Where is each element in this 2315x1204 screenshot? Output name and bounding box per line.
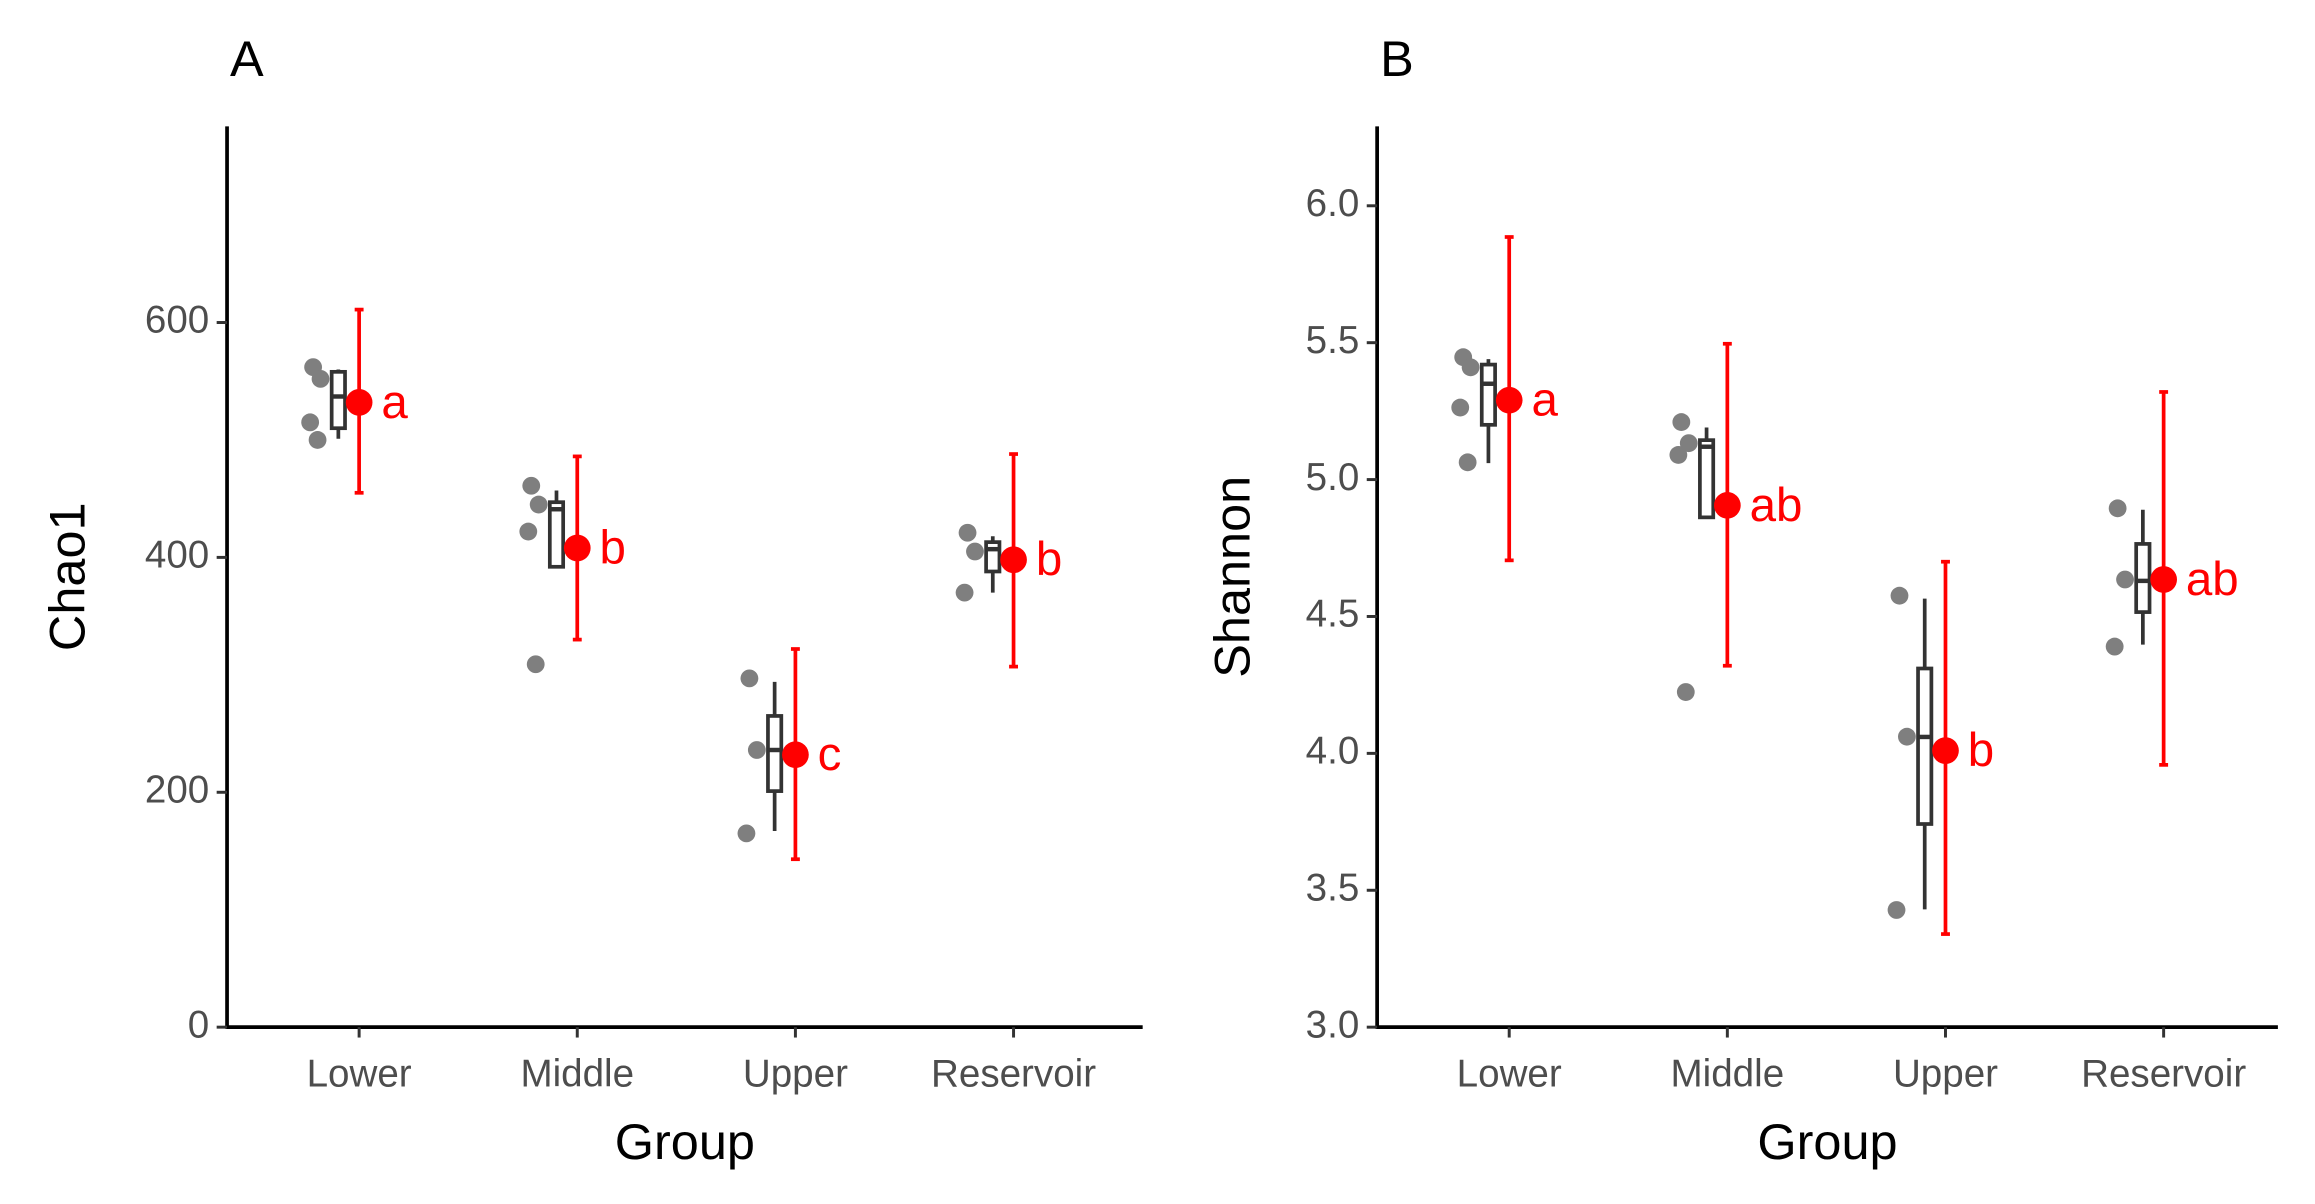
mean-point bbox=[2150, 566, 2177, 593]
group-letter: a bbox=[1531, 374, 1558, 427]
y-tick-label: 4.5 bbox=[1306, 593, 1360, 636]
data-point bbox=[966, 542, 984, 561]
mean-point bbox=[1932, 737, 1959, 764]
x-axis-title: Group bbox=[1757, 1113, 1897, 1170]
data-point bbox=[740, 669, 759, 688]
group-letter: ab bbox=[1750, 479, 1803, 532]
data-point bbox=[1890, 586, 1909, 605]
data-point bbox=[1887, 901, 1906, 919]
x-tick-label: Middle bbox=[520, 1052, 634, 1095]
mean-point bbox=[1000, 546, 1027, 574]
data-point bbox=[301, 413, 320, 432]
data-point bbox=[2105, 637, 2124, 656]
data-point bbox=[955, 583, 974, 602]
data-point bbox=[308, 431, 327, 449]
data-point bbox=[522, 476, 541, 495]
data-point bbox=[1676, 683, 1695, 701]
box bbox=[329, 369, 347, 431]
y-tick-label: 5.5 bbox=[1306, 319, 1360, 362]
box bbox=[984, 540, 1002, 574]
box bbox=[2134, 542, 2152, 614]
data-point bbox=[311, 369, 330, 388]
data-point bbox=[1458, 453, 1477, 472]
data-point bbox=[1672, 413, 1691, 431]
mean-point bbox=[782, 741, 809, 769]
group-letter: b bbox=[1036, 533, 1062, 586]
box bbox=[1698, 438, 1716, 520]
panel-label: B bbox=[1380, 30, 1414, 87]
y-tick-label: 200 bbox=[145, 768, 209, 811]
y-tick-label: 0 bbox=[188, 1003, 209, 1046]
data-point bbox=[747, 741, 766, 759]
data-point bbox=[1451, 398, 1470, 417]
data-point bbox=[1898, 727, 1916, 746]
y-tick-label: 600 bbox=[145, 299, 209, 342]
y-axis-title: Shannon bbox=[1203, 476, 1260, 678]
y-tick-label: 6.0 bbox=[1306, 182, 1360, 225]
data-point bbox=[737, 824, 756, 843]
x-tick-label: Middle bbox=[1671, 1052, 1785, 1095]
mean-point bbox=[563, 534, 591, 562]
group-letter: c bbox=[818, 728, 842, 781]
y-axis-title: Chao1 bbox=[39, 502, 96, 651]
mean-point bbox=[1713, 491, 1741, 519]
box bbox=[1479, 362, 1497, 427]
data-point bbox=[1461, 358, 1480, 377]
panel-label: A bbox=[230, 30, 264, 87]
x-tick-label: Reservoir bbox=[931, 1052, 1096, 1095]
group-letter: a bbox=[381, 376, 408, 429]
y-tick-label: 3.0 bbox=[1306, 1003, 1360, 1046]
x-tick-label: Upper bbox=[1893, 1052, 1998, 1095]
data-point bbox=[526, 655, 545, 674]
mean-point bbox=[1495, 386, 1523, 414]
x-tick-label: Reservoir bbox=[2081, 1052, 2246, 1095]
data-point bbox=[529, 495, 548, 514]
x-tick-label: Upper bbox=[743, 1052, 848, 1095]
y-tick-label: 5.0 bbox=[1306, 456, 1360, 499]
group-letter: ab bbox=[2186, 553, 2239, 606]
data-point bbox=[2116, 570, 2134, 589]
box bbox=[1916, 666, 1934, 826]
data-point bbox=[519, 522, 538, 541]
x-tick-label: Lower bbox=[1457, 1052, 1562, 1095]
mean-point bbox=[345, 389, 373, 416]
box bbox=[766, 714, 784, 793]
y-tick-label: 400 bbox=[145, 534, 209, 577]
data-point bbox=[1669, 446, 1688, 464]
data-point bbox=[2108, 499, 2127, 518]
x-tick-label: Lower bbox=[307, 1052, 412, 1095]
data-point bbox=[1679, 434, 1698, 453]
y-tick-label: 4.0 bbox=[1306, 730, 1360, 773]
group-letter: b bbox=[600, 522, 626, 575]
data-point bbox=[958, 523, 977, 542]
y-tick-label: 3.5 bbox=[1306, 866, 1360, 909]
box bbox=[547, 500, 566, 569]
group-letter: b bbox=[1968, 724, 1994, 777]
x-axis-title: Group bbox=[615, 1113, 755, 1170]
